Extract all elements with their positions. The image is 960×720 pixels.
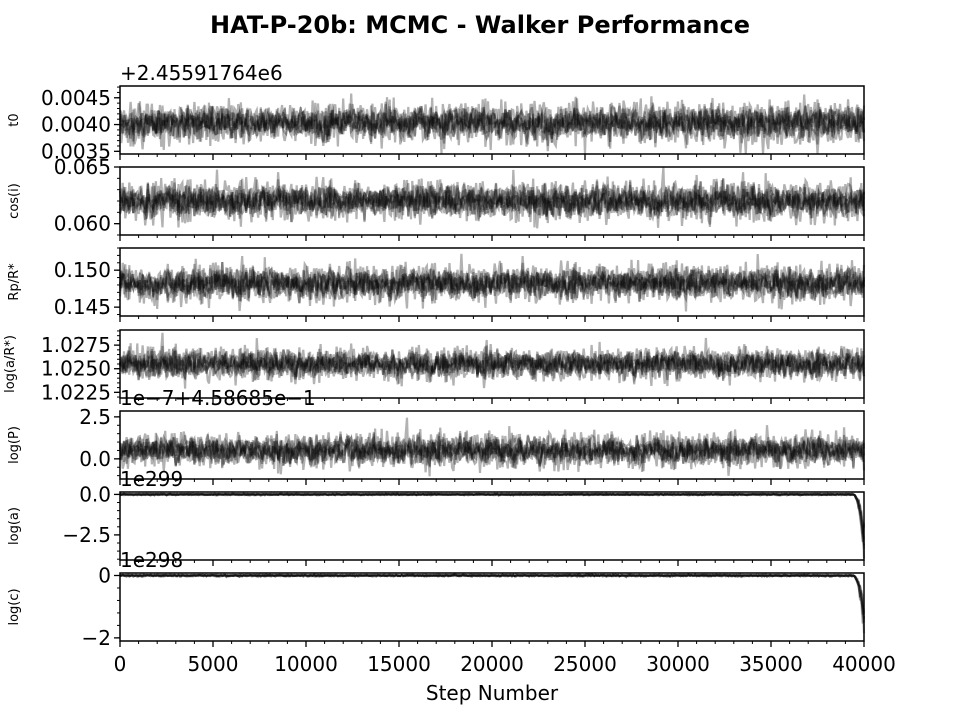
x-tick-label-2: 10000: [274, 652, 338, 676]
x-tick-label-5: 25000: [553, 652, 617, 676]
walker-trace-6-3: [120, 572, 866, 615]
walker-trace-1-1: [118, 169, 866, 228]
walker-trace-1-0: [118, 169, 866, 228]
x-tick-label-1: 5000: [188, 652, 239, 676]
walker-trace-4-4: [118, 427, 866, 473]
walker-trace-1-5: [118, 177, 866, 226]
walker-trace-4-6: [118, 428, 865, 477]
walker-trace-5-3: [119, 491, 866, 549]
y-tick-label-5-0: 0.0: [79, 482, 111, 506]
x-tick-label-4: 20000: [460, 652, 524, 676]
walker-trace-6-5: [119, 572, 866, 623]
walker-trace-1-2: [118, 177, 865, 229]
y-tick-label-3-2: 1.0275: [41, 333, 111, 357]
walker-trace-6-6: [119, 572, 866, 620]
y-tick-label-0-2: 0.0045: [41, 86, 111, 110]
x-tick-label-8: 40000: [832, 652, 896, 676]
y-axis-label-6: log(c): [7, 588, 22, 625]
offset-text-4: 1e−7+4.58685e−1: [120, 386, 316, 410]
walker-trace-3-6: [119, 345, 866, 387]
walker-trace-5-0: [119, 491, 866, 559]
walker-trace-2-5: [118, 256, 866, 308]
trace-panel-2: 0.145 0.150 Rp/R*: [7, 247, 866, 322]
walker-trace-6-1: [119, 572, 866, 634]
walker-trace-4-1: [118, 426, 865, 472]
x-tick-label-7: 35000: [739, 652, 803, 676]
trace-panel-1: 0.060 0.065 cos(i): [7, 155, 866, 241]
walker-trace-5-2: [120, 492, 866, 539]
x-axis-label: Step Number: [426, 681, 559, 705]
x-tick-label-0: 0: [114, 652, 127, 676]
trace-panel-5: 0.0 −2.5 1e299 log(a): [7, 467, 866, 566]
walker-trace-3-4: [118, 343, 865, 389]
trace-panel-6: 0 −2 1e298 log(c): [7, 548, 866, 650]
panel-frame-5: [119, 491, 865, 561]
walker-trace-4-2: [118, 417, 866, 474]
x-tick-label-3: 15000: [367, 652, 431, 676]
trace-panels: 0.00350.00400.0045+2.45591764e6t00.0600.…: [3, 61, 896, 676]
panel-frame-6: [119, 572, 865, 642]
walker-trace-6-4: [119, 572, 866, 615]
walker-trace-4-0: [119, 425, 866, 475]
y-tick-label-0-1: 0.0040: [41, 113, 111, 137]
walker-trace-3-5: [118, 337, 866, 386]
offset-text-0: +2.45591764e6: [120, 61, 283, 85]
y-tick-label-3-1: 1.0250: [41, 357, 111, 381]
y-tick-label-4-1: 2.5: [79, 405, 111, 429]
walker-trace-5-1: [119, 491, 866, 540]
y-tick-label-2-0: 0.145: [54, 295, 111, 319]
y-tick-label-0-0: 0.0035: [41, 139, 111, 163]
walker-trace-0-3: [119, 99, 866, 155]
walker-trace-5-6: [119, 492, 866, 542]
trace-panel-4: 0.0 2.5 1e−7+4.58685e−1 log(P): [7, 386, 866, 485]
walker-trace-2-2: [118, 253, 865, 309]
walker-trace-2-0: [118, 258, 866, 305]
walker-trace-3-2: [118, 341, 866, 386]
walker-trace-0-0: [118, 97, 866, 155]
y-tick-label-3-0: 1.0225: [41, 380, 111, 404]
y-axis-label-2: Rp/R*: [7, 263, 22, 301]
walker-trace-1-3: [118, 172, 866, 226]
walker-trace-6-2: [119, 572, 866, 613]
y-axis-label-4: log(P): [7, 426, 22, 464]
y-tick-label-5-1: −2.5: [62, 523, 111, 547]
walker-trace-3-1: [118, 345, 866, 384]
walker-trace-0-1: [118, 93, 866, 155]
y-axis-label-3: log(a/R*): [3, 335, 18, 393]
y-tick-label-2-1: 0.150: [54, 258, 111, 282]
walker-trace-3-3: [118, 343, 866, 389]
walker-trace-0-5: [118, 97, 866, 153]
chart-title: HAT-P-20b: MCMC - Walker Performance: [210, 11, 750, 39]
walker-trace-5-4: [119, 491, 866, 546]
walker-trace-2-1: [118, 260, 866, 312]
walker-trace-6-0: [119, 572, 866, 624]
y-tick-label-6-1: −2: [82, 626, 111, 650]
walker-trace-1-4: [118, 166, 866, 228]
walker-trace-0-2: [118, 101, 866, 150]
offset-text-5: 1e299: [120, 467, 183, 491]
y-tick-label-6-0: 0: [98, 563, 111, 587]
y-tick-label-4-0: 0.0: [79, 447, 111, 471]
offset-text-6: 1e298: [120, 548, 183, 572]
walker-trace-2-6: [118, 257, 866, 309]
x-tick-label-6: 30000: [646, 652, 710, 676]
y-axis-label-0: t0: [7, 113, 22, 126]
walker-trace-3-0: [119, 332, 866, 385]
walker-trace-0-4: [118, 96, 865, 150]
walker-trace-2-3: [118, 253, 866, 309]
walker-trace-4-3: [119, 430, 866, 471]
walker-trace-5-5: [119, 492, 866, 534]
walker-trace-1-6: [118, 179, 866, 227]
y-axis-label-1: cos(i): [7, 183, 22, 219]
y-tick-label-1-1: 0.065: [54, 155, 111, 179]
y-axis-label-5: log(a): [7, 507, 22, 545]
walker-trace-4-5: [118, 428, 866, 476]
y-tick-label-1-0: 0.060: [54, 212, 111, 236]
walker-trace-0-6: [118, 97, 866, 154]
walker-trace-2-4: [118, 262, 866, 310]
